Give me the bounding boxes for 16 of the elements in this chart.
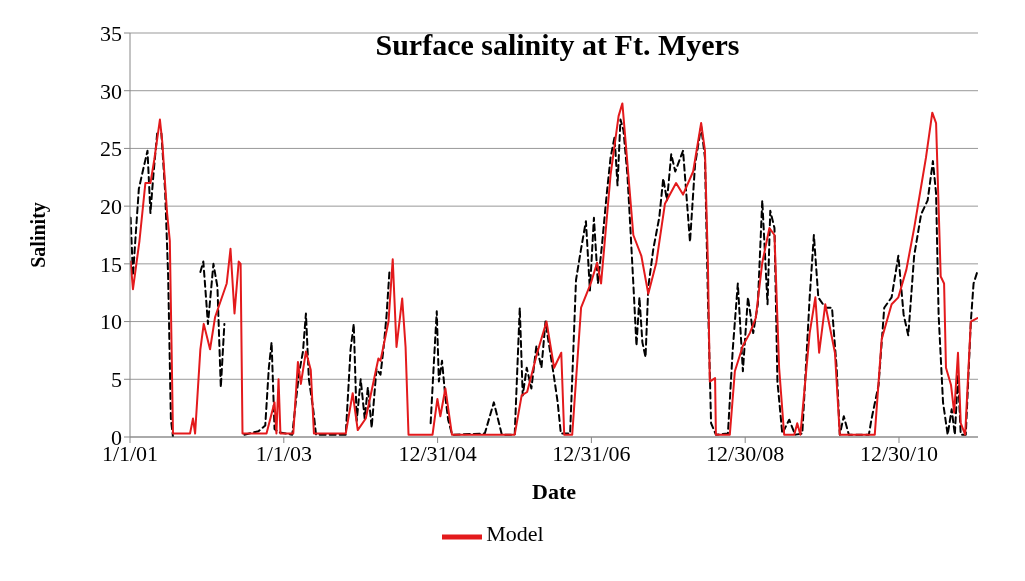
y-tick-label: 25 — [100, 136, 122, 162]
chart-title: Surface salinity at Ft. Myers — [374, 28, 741, 62]
legend-label: Model — [486, 520, 544, 546]
y-tick-label: 30 — [100, 78, 122, 104]
y-tick-label: 35 — [100, 20, 122, 46]
x-tick-label: 12/30/10 — [859, 440, 939, 466]
y-tick-label: 15 — [100, 251, 122, 277]
x-tick-label: 12/31/06 — [552, 440, 631, 466]
y-tick-label: 10 — [100, 309, 122, 335]
y-tick-label: 5 — [111, 367, 122, 393]
y-axis-title: Salinity — [27, 202, 51, 268]
y-tick-label: 20 — [100, 193, 122, 219]
x-tick-label: 12/30/08 — [706, 440, 785, 466]
x-tick-label: 1/1/03 — [255, 440, 312, 466]
x-tick-label: 12/31/04 — [398, 440, 477, 466]
x-axis-title: Date — [532, 479, 577, 504]
